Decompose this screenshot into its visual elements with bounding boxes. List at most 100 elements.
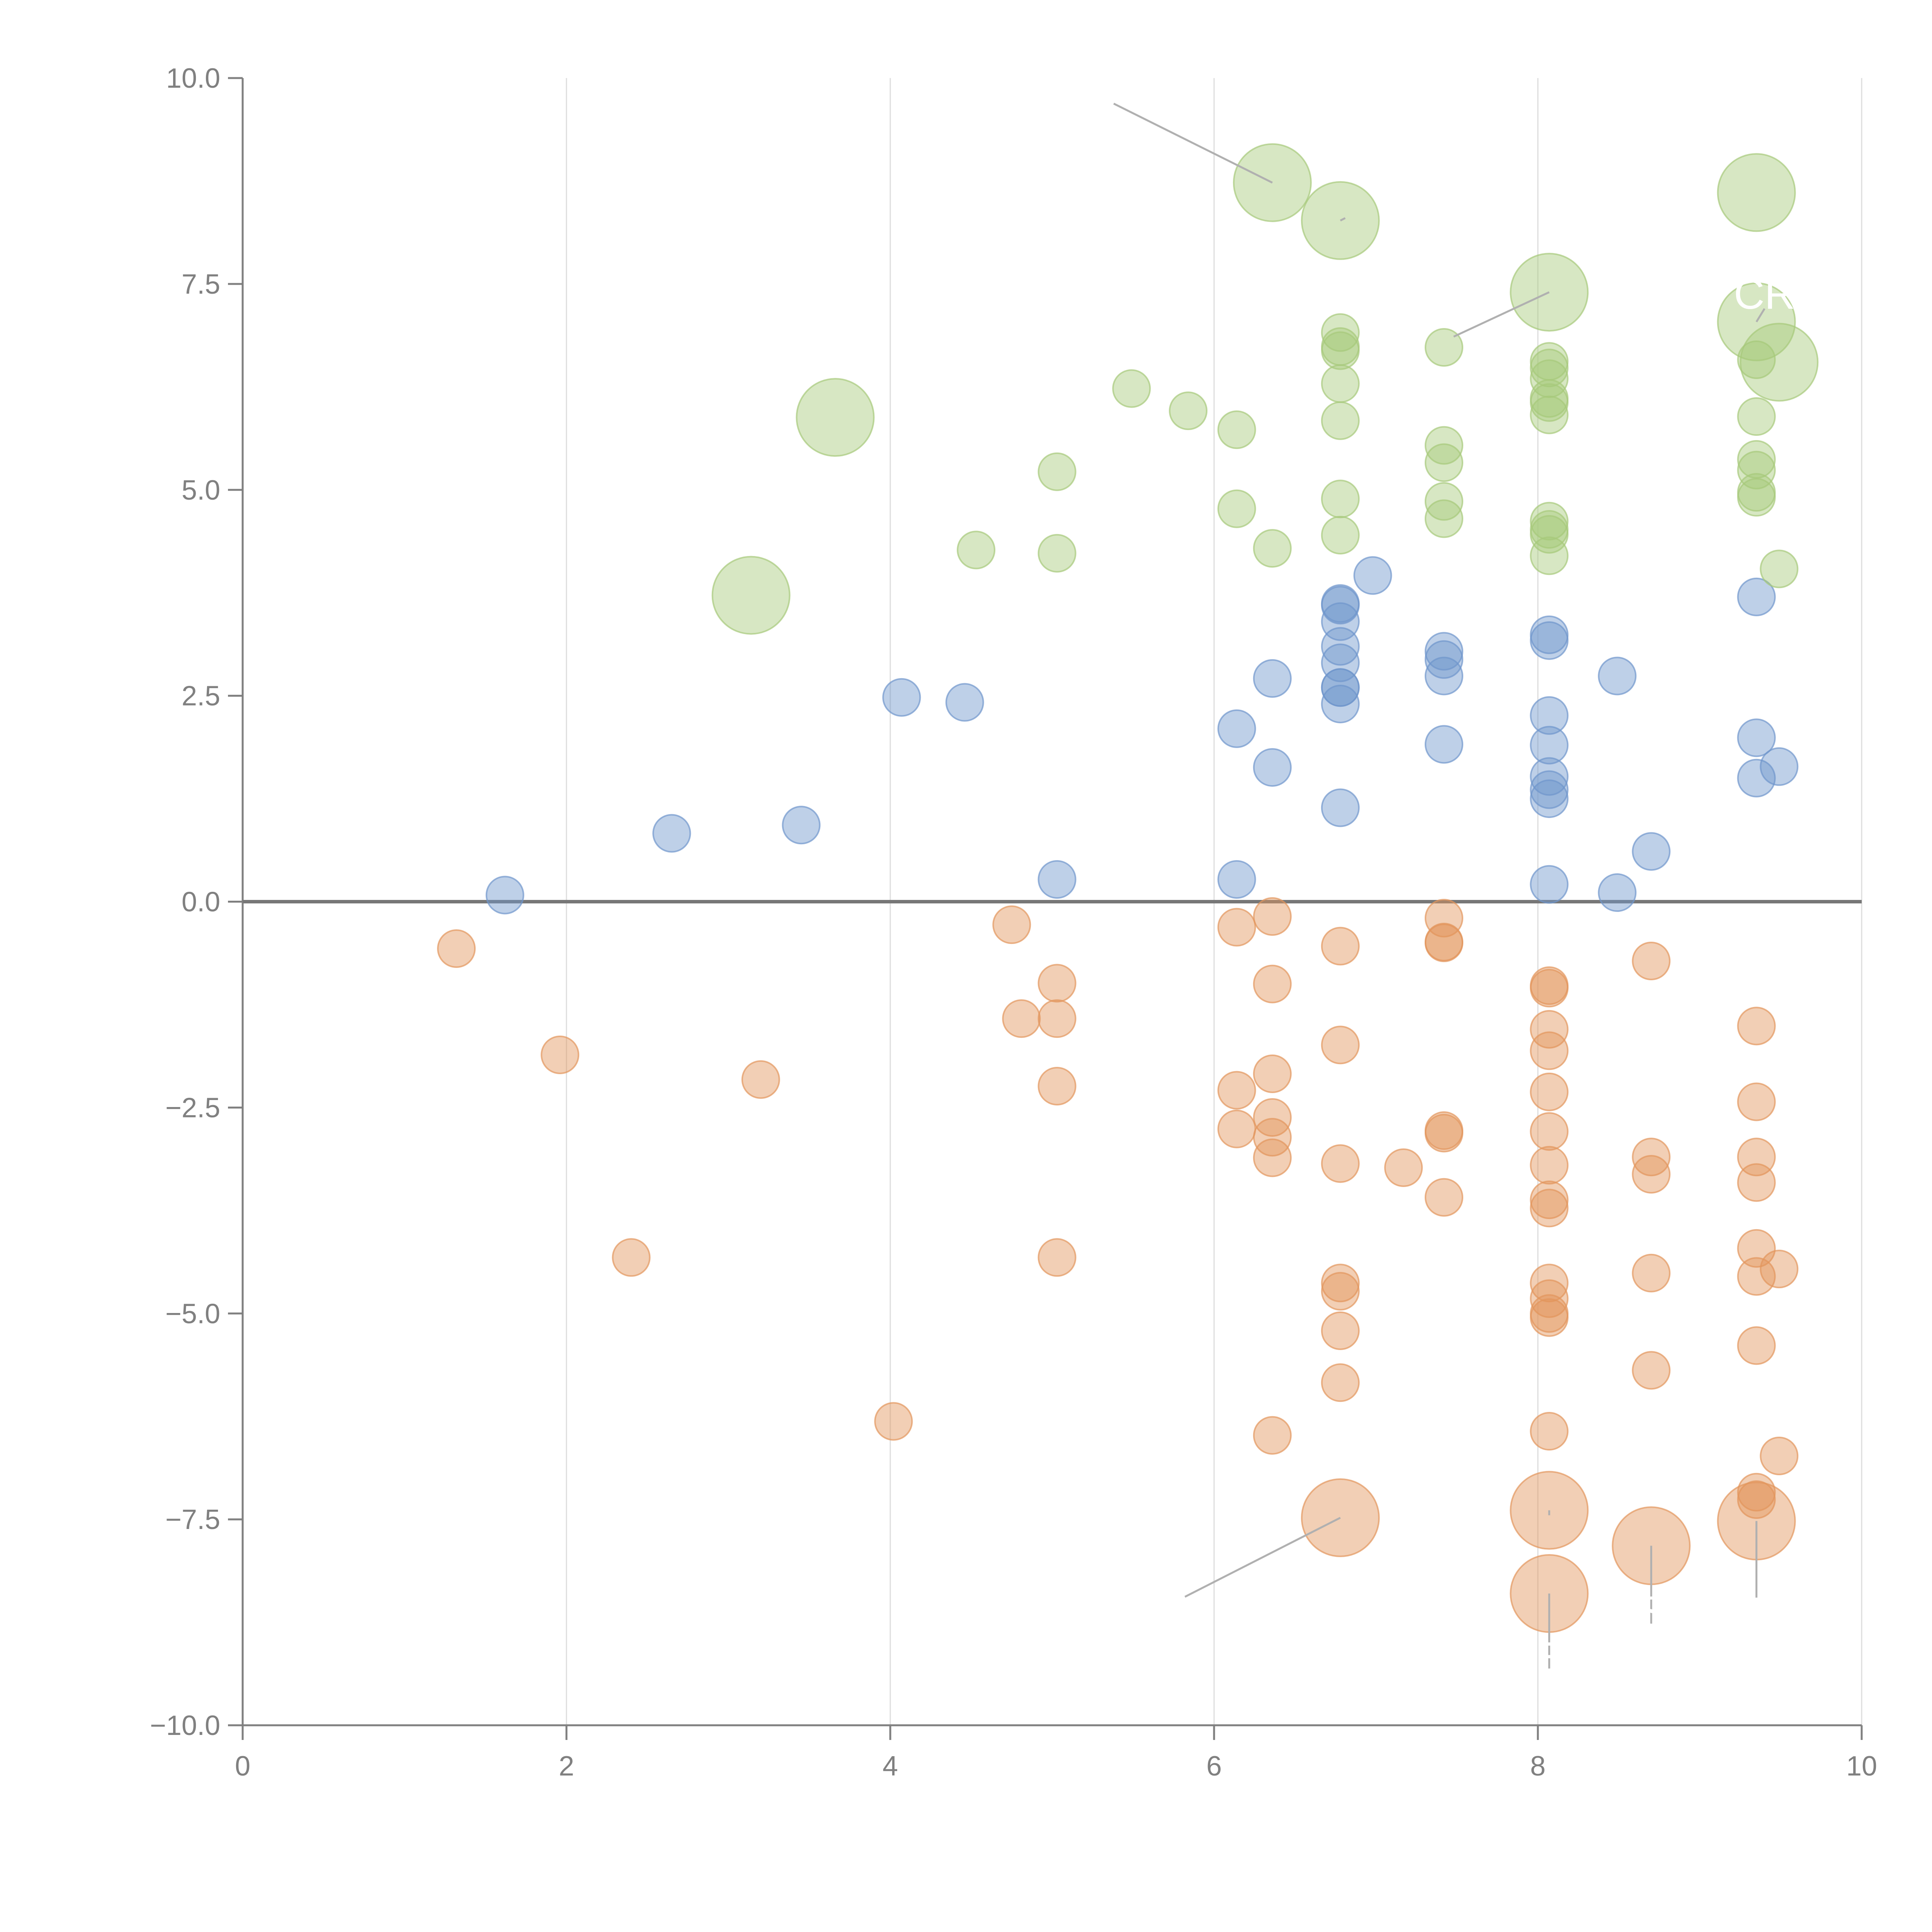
green-point (1253, 529, 1292, 568)
green-point (1424, 482, 1463, 521)
blue-point (1424, 725, 1463, 764)
leader-line (1340, 217, 1346, 221)
orange-point (1384, 1148, 1423, 1187)
green-point (1530, 515, 1569, 554)
green-point (1321, 331, 1360, 370)
orange-point (1530, 1298, 1569, 1337)
blue-point (1253, 748, 1292, 787)
orange-point (1530, 1072, 1569, 1111)
green-point (1321, 364, 1360, 403)
blue-point (652, 814, 691, 853)
x-tick-label: 4 (883, 1751, 898, 1782)
blue-point (1530, 696, 1569, 735)
highlighted-points (711, 143, 1819, 1633)
orange-point (541, 1035, 580, 1074)
orange-point (1321, 1026, 1360, 1065)
blue-point (1737, 718, 1776, 757)
blue-point (945, 683, 984, 722)
green-point (1530, 395, 1569, 434)
leader-line (1113, 102, 1273, 184)
orange-point (1253, 1416, 1292, 1455)
green-highlight-point (1717, 153, 1796, 232)
green-point (1530, 502, 1569, 541)
orange-point (1253, 1118, 1292, 1157)
y-tick-label: 0.0 (182, 887, 220, 918)
blue-point (1530, 865, 1569, 904)
orange-point (1530, 1412, 1569, 1451)
orange-point (1253, 1054, 1292, 1093)
orange-point (1424, 1178, 1463, 1217)
blue-point (1598, 873, 1637, 912)
orange-point (1632, 1253, 1671, 1293)
blue-point (1353, 556, 1392, 595)
blue-point (1530, 757, 1569, 796)
green-point (1737, 451, 1776, 490)
orange-point (1217, 1109, 1256, 1148)
blue-point (1424, 640, 1463, 679)
x-tick-label: 8 (1530, 1751, 1546, 1782)
orange-point (1424, 1114, 1463, 1153)
orange-point (1217, 1071, 1256, 1110)
green-point (1760, 549, 1799, 588)
orange-point (1737, 1007, 1776, 1046)
blue-point (1530, 779, 1569, 818)
green-point (1424, 426, 1463, 465)
blue-point (1217, 860, 1256, 899)
leader-line (1453, 291, 1550, 338)
green-point (1037, 534, 1077, 573)
orange-point (1321, 1264, 1360, 1303)
blue-point (1424, 632, 1463, 671)
orange-point (1321, 1144, 1360, 1183)
green-point (1424, 499, 1463, 538)
y-tick-label: 2.5 (182, 681, 220, 712)
orange-point (1530, 969, 1569, 1008)
orange-point (1321, 1311, 1360, 1350)
green-point (1168, 391, 1208, 430)
orange-point (1530, 1189, 1569, 1228)
orange-point (1037, 1066, 1077, 1105)
green-point (1112, 369, 1151, 408)
orange-point (1321, 927, 1360, 966)
green-point (1217, 410, 1256, 449)
orange-point (1037, 964, 1077, 1003)
green-point (1737, 478, 1776, 517)
orange-point (1632, 1351, 1671, 1390)
annotation-label: E (1535, 1633, 1563, 1681)
y-tick-label: 5.0 (182, 475, 220, 506)
green-point (957, 531, 996, 570)
blue-point (1037, 860, 1077, 899)
leader-line (1184, 1517, 1341, 1598)
orange-point (437, 929, 476, 968)
orange-point (1530, 1031, 1569, 1070)
orange-point (612, 1238, 651, 1277)
orange-point (1737, 1082, 1776, 1121)
orange-point (1253, 1098, 1292, 1137)
orange-point (1424, 923, 1463, 963)
green-highlight-point (796, 378, 875, 457)
blue-point (1530, 770, 1569, 809)
y-tick-label: 10.0 (166, 63, 220, 94)
orange-point (1530, 1264, 1569, 1303)
blue-point (1737, 577, 1776, 616)
annotation-label: S (1637, 1588, 1665, 1636)
blue-point (1321, 586, 1360, 625)
orange-point (1321, 1363, 1360, 1402)
leader-line (1755, 308, 1765, 323)
orange-point (741, 1060, 780, 1099)
green-point (1737, 397, 1776, 436)
blue-point (1217, 709, 1256, 748)
green-point (1217, 489, 1256, 528)
green-highlight-point (1740, 323, 1819, 402)
x-tick-label: 0 (235, 1751, 250, 1782)
x-tick-label: 6 (1206, 1751, 1222, 1782)
blue-point (882, 678, 921, 717)
orange-point (992, 905, 1031, 944)
annotation-labels: CR E S (1113, 102, 1795, 1681)
y-tick-label: −5.0 (165, 1298, 220, 1329)
green-point (1530, 349, 1569, 388)
blue-point (1737, 759, 1776, 798)
orange-point (1737, 1257, 1776, 1296)
blue-point (1321, 684, 1360, 723)
blue-point (782, 806, 821, 845)
blue-point (485, 876, 524, 915)
